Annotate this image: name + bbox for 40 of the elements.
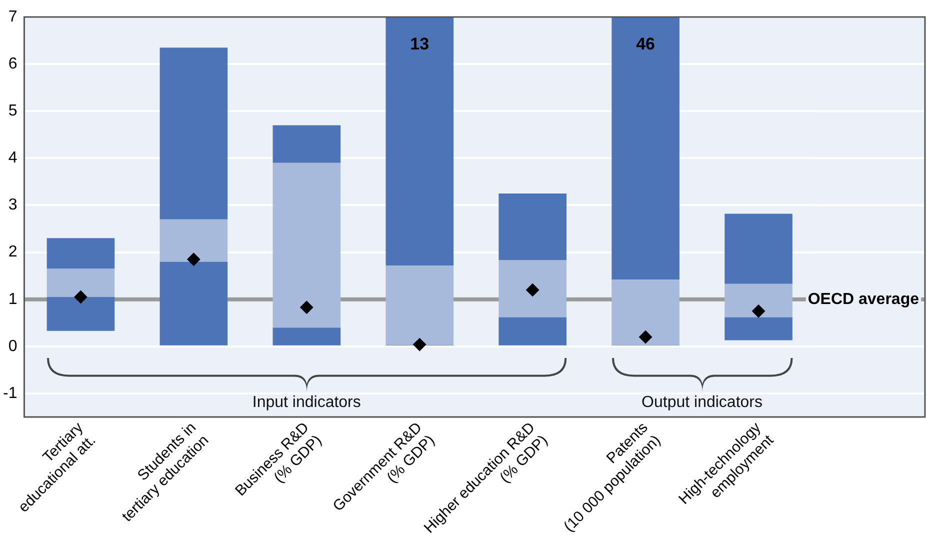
bar (724, 284, 792, 318)
bar (724, 317, 792, 340)
y-tick-label: -1 (2, 384, 18, 402)
point (300, 300, 314, 314)
bar (612, 280, 680, 346)
point (526, 283, 540, 296)
bar (386, 265, 454, 346)
bar (160, 219, 228, 262)
y-tick-label: 5 (8, 102, 18, 120)
y-tick-label: 3 (8, 196, 18, 214)
y-tick-label: 7 (8, 8, 18, 26)
bar (46, 238, 115, 269)
bar (498, 193, 566, 260)
bar (498, 317, 566, 346)
bar (272, 125, 341, 163)
annotation: Output indicators (640, 394, 764, 412)
point (413, 338, 426, 352)
y-tick-label: 6 (8, 55, 18, 72)
bar (160, 48, 228, 220)
annotation: Input indicators (251, 394, 362, 412)
annotation: 46 (636, 34, 656, 54)
point (752, 304, 766, 318)
bar (272, 162, 341, 328)
y-tick-label: 0 (8, 338, 18, 355)
y-tick-label: 2 (8, 244, 18, 261)
ref-line-label: OECD average (808, 290, 920, 308)
point (74, 290, 88, 304)
bar (498, 260, 566, 318)
annotation: 13 (410, 34, 430, 54)
bar (46, 297, 115, 331)
bar (724, 214, 792, 284)
y-tick-label: 4 (8, 150, 18, 167)
y-tick-label: 1 (8, 290, 18, 308)
bar (160, 262, 228, 346)
bar (46, 268, 115, 298)
bar (386, 17, 454, 266)
bar (612, 17, 680, 280)
bar (272, 328, 341, 346)
point (187, 252, 200, 266)
point (639, 330, 652, 344)
